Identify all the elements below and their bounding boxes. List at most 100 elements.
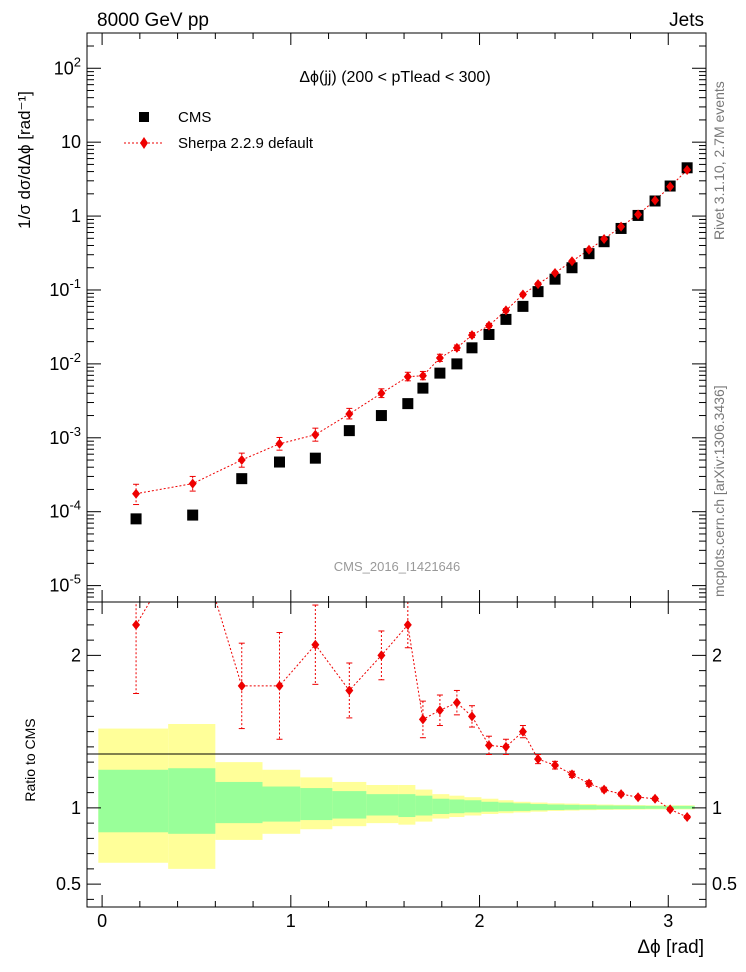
y-tick-label: 10-1 [49, 276, 81, 300]
ratio-band-inner [262, 786, 301, 822]
axis-ticks [87, 32, 707, 907]
ratio-line [241, 623, 688, 818]
ratio-band-inner [679, 805, 695, 809]
ratio-plot-frame [86, 601, 707, 908]
sherpa-point [311, 429, 320, 440]
legend-cms-marker [139, 112, 149, 122]
ratio-y-axis-title: Ratio to CMS [22, 718, 38, 801]
ratio-band-inner [464, 800, 482, 813]
sherpa-point [403, 371, 412, 382]
ratio-point [501, 741, 510, 752]
sherpa-point [484, 320, 493, 331]
ratio-y-tick-label-right: 0.5 [712, 874, 737, 894]
ratio-point [600, 784, 609, 795]
ratio-point [132, 619, 141, 630]
ratio-point [634, 792, 643, 803]
cms-point [532, 286, 544, 298]
cms-point [130, 513, 142, 525]
y-tick-label: 10-4 [49, 498, 81, 522]
ratio-band-inner [513, 803, 531, 811]
ratio-band-inner [398, 794, 416, 818]
sherpa-line [136, 169, 688, 495]
sherpa-point [467, 330, 476, 341]
ratio-point [683, 812, 692, 823]
sherpa-point [600, 233, 609, 244]
cms-point [566, 262, 578, 274]
sherpa-point [435, 353, 444, 364]
header-right: Jets [669, 10, 704, 31]
ratio-band-inner [481, 801, 499, 812]
ratio-band-inner [449, 799, 465, 814]
cms-point [417, 382, 429, 394]
sherpa-point [617, 221, 626, 232]
ratio-point [617, 789, 626, 800]
ratio-band-inner [168, 768, 216, 834]
ratio-y-tick-label-right: 2 [712, 645, 722, 665]
cms-point [402, 398, 414, 410]
legend-cms-label: CMS [178, 109, 211, 126]
sherpa-point [501, 305, 510, 316]
top-y-axis-title-text: 1/σ dσ/dΔϕ [rad⁻¹] [15, 91, 34, 229]
ratio-band-inner [579, 805, 597, 810]
ratio-band-inner [332, 791, 367, 819]
x-tick-label: 3 [663, 911, 673, 931]
cms-point [187, 509, 199, 521]
axis-tick-labels: 0 1 2 3 10-5 10-4 10-3 10-2 10-1 1 10 102 0.5 0.5 1 1 2 2 [49, 54, 737, 931]
cms-point [273, 456, 285, 468]
ratio-y-tick-label: 2 [71, 645, 81, 665]
sherpa-point [188, 478, 197, 489]
cms-point [451, 358, 463, 370]
ratio-band-inner [366, 794, 399, 816]
y-tick-label: 10-2 [49, 350, 81, 374]
ratio-band-inner [547, 804, 565, 811]
ratio-band-inner [564, 804, 580, 810]
y-tick-label: 102 [54, 54, 81, 78]
ratio-band-inner [300, 788, 333, 821]
cms-point [517, 300, 529, 312]
ratio-point [311, 639, 320, 650]
cms-point [309, 452, 321, 464]
ratio-band-inner [530, 804, 548, 811]
ratio-point [237, 680, 246, 691]
sherpa-point [377, 388, 386, 399]
ratio-point [651, 793, 660, 804]
sherpa-point [551, 267, 560, 278]
ratio-band-inner [215, 781, 263, 824]
ratio-point [275, 680, 284, 691]
sherpa-point [584, 244, 593, 255]
ratio-point [418, 714, 427, 725]
top-y-axis-title: 1/σ dσ/dΔϕ [rad⁻¹] [15, 91, 34, 229]
sherpa-point [132, 488, 141, 499]
x-axis-title: Δϕ [rad] [637, 937, 704, 958]
cms-point [434, 367, 446, 379]
sherpa-point [651, 195, 660, 206]
x-tick-label: 1 [286, 911, 296, 931]
legend-sherpa-marker [140, 137, 148, 149]
y-tick-label: 10-5 [49, 572, 81, 596]
sherpa-point [518, 289, 527, 300]
ratio-point [551, 760, 560, 771]
ratio-point [568, 769, 577, 780]
ratio-band-inner [498, 802, 514, 812]
y-tick-label: 10-3 [49, 424, 81, 448]
ratio-point [435, 705, 444, 716]
cms-point [549, 273, 561, 285]
sherpa-point [534, 279, 543, 290]
y-tick-label: 1 [71, 206, 81, 226]
ratio-point [467, 711, 476, 722]
y-tick-label: 10 [61, 132, 81, 152]
cms-point [236, 473, 248, 485]
ratio-y-tick-label-right: 1 [712, 798, 722, 818]
watermark: CMS_2016_I1421646 [334, 559, 461, 574]
ratio-point [666, 804, 675, 815]
sherpa-point [237, 455, 246, 466]
sherpa-point [452, 342, 461, 353]
ratio-band-inner [645, 805, 663, 809]
ratio-point [484, 740, 493, 751]
plot-title: Δϕ(jj) (200 < pTlead < 300) [299, 69, 490, 86]
sherpa-point [666, 181, 675, 192]
ratio-band-inner [613, 805, 631, 810]
ratio-plot-data [132, 602, 692, 823]
cms-point [343, 425, 355, 437]
cms-point [375, 410, 387, 422]
